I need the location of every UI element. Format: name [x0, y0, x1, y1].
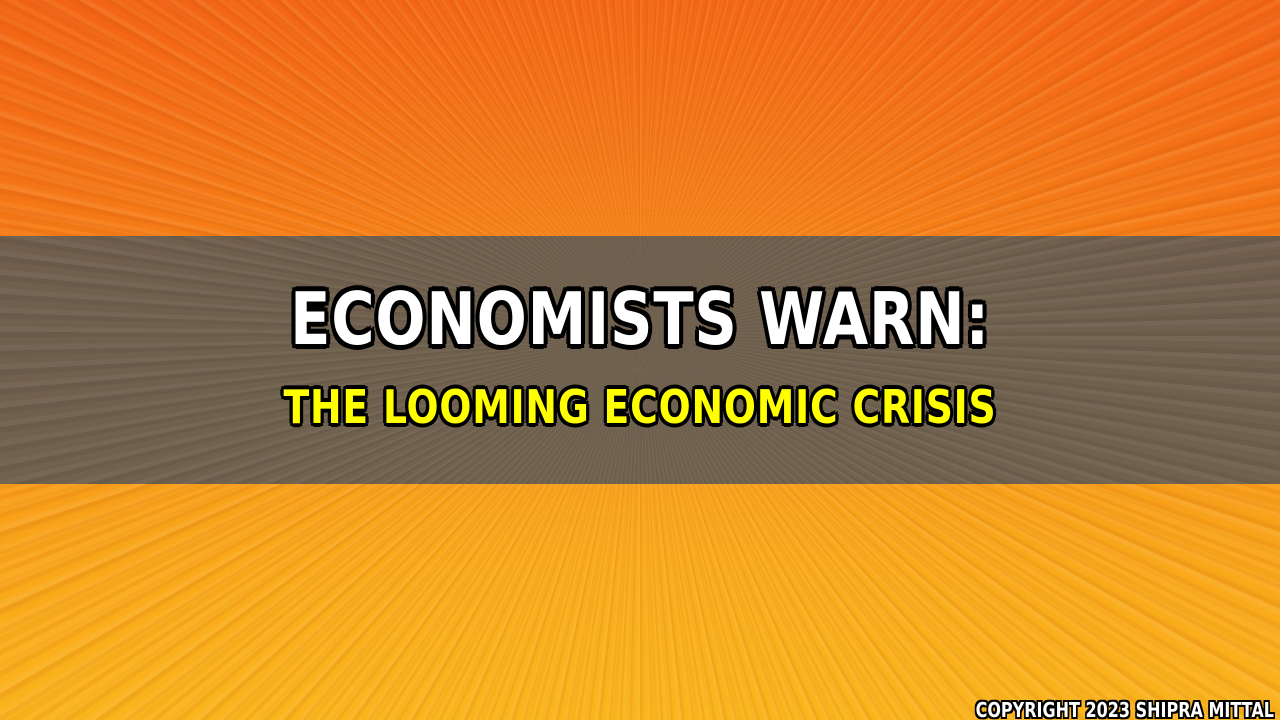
title-banner [0, 236, 1280, 484]
copyright-notice: COPYRIGHT 2023 SHIPRA MITTAL [975, 698, 1274, 720]
headline-subtitle: THE LOOMING ECONOMIC CRISIS [283, 380, 997, 434]
headline-title: ECONOMISTS WARN: [290, 277, 990, 361]
